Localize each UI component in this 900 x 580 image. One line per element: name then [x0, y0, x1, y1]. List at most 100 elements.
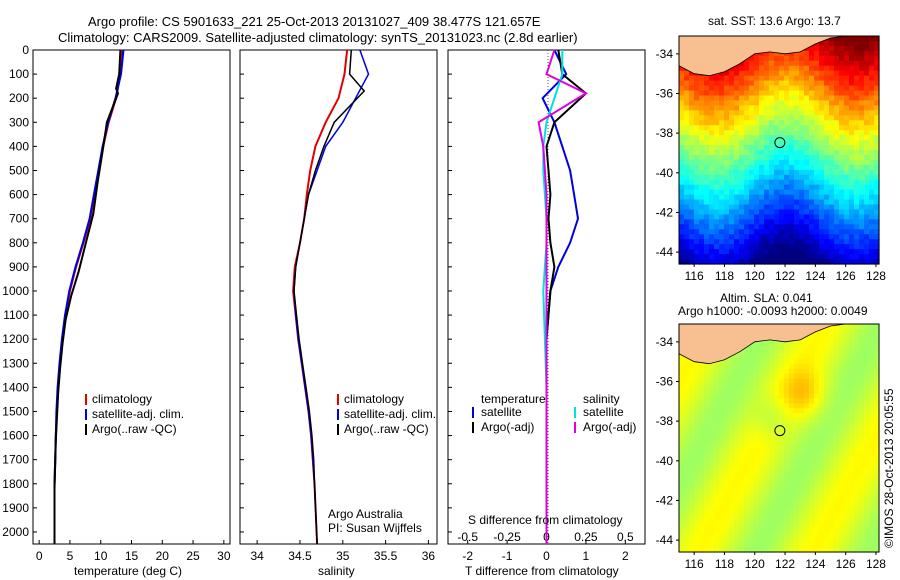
sst-cell [784, 204, 790, 211]
sst-cell [709, 115, 715, 121]
sst-cell [689, 164, 695, 171]
sla-cell [779, 353, 785, 360]
sla-cell [824, 413, 830, 419]
sst-title: sat. SST: 13.6 Argo: 13.7 [708, 14, 841, 28]
sst-cell [729, 145, 735, 151]
sst-cell [789, 135, 795, 141]
sla-cell [764, 497, 770, 504]
sst-cell [814, 135, 820, 141]
sst-cell [814, 55, 820, 62]
sst-cell [714, 244, 720, 250]
sst-cell [719, 90, 725, 97]
sla-cell [859, 358, 865, 365]
sst-cell [769, 75, 775, 82]
diff-top-xtick-label: -0.25 [493, 530, 521, 544]
sla-cell [814, 408, 820, 414]
sst-cell [779, 229, 785, 235]
sst-cell [844, 199, 850, 206]
sla-cell [859, 383, 865, 390]
sla-cell [854, 324, 860, 330]
sst-cell [789, 120, 795, 126]
sst-cell [704, 110, 710, 116]
sla-cell [819, 482, 825, 489]
sla-cell [854, 433, 860, 439]
sla-cell [864, 537, 870, 543]
sst-cell [799, 209, 805, 216]
sst-cell [779, 145, 785, 151]
sst-cell [704, 239, 710, 245]
sst-cell [749, 85, 755, 92]
sla-cell [729, 492, 735, 499]
sla-cell [804, 472, 810, 479]
sla-cell [709, 433, 715, 439]
sst-cell [724, 90, 730, 97]
sla-cell [819, 462, 825, 469]
temp-xtick-label: 5 [67, 549, 74, 563]
sst-cell [784, 254, 790, 260]
sla-cell [719, 482, 725, 489]
sst-cell [759, 214, 765, 220]
sla-cell [844, 343, 850, 350]
sla-cell [814, 383, 820, 390]
sst-cell [869, 154, 875, 161]
sla-cell [734, 522, 740, 528]
sla-cell [729, 447, 735, 454]
sla-cell [824, 378, 830, 385]
sla-cell [689, 507, 695, 513]
sst-cell [844, 184, 850, 191]
sla-cell [689, 472, 695, 479]
sst-cell [689, 105, 695, 111]
sst-cell [829, 209, 835, 216]
sla-cell [804, 383, 810, 390]
sst-cell [859, 259, 865, 265]
sst-cell [864, 229, 870, 235]
sst-cell [689, 244, 695, 250]
sst-cell [794, 179, 800, 186]
sst-cell [814, 244, 820, 250]
sla-cell [784, 408, 790, 414]
sla-cell [849, 502, 855, 508]
sst-cell [739, 209, 745, 216]
sst-cell [834, 36, 840, 42]
sla-cell [864, 457, 870, 464]
sst-cell [859, 135, 865, 141]
sla-cell [764, 467, 770, 474]
sla-cell [849, 442, 855, 449]
sla-cell [744, 462, 750, 469]
sla-cell [869, 353, 875, 360]
sla-cell [864, 462, 870, 469]
sst-cell [689, 214, 695, 220]
sla-cell [684, 418, 690, 424]
sst-cell [689, 204, 695, 211]
sla-cell [704, 438, 710, 444]
sst-cell [804, 150, 810, 156]
sst-cell [869, 234, 875, 240]
sla-cell [699, 532, 705, 538]
sla-cell [724, 423, 730, 429]
sst-cell [869, 36, 875, 42]
sla-cell [719, 522, 725, 528]
diff-legend-s-sat: satellite [583, 405, 624, 419]
sst-cell [729, 239, 735, 245]
sst-cell [714, 150, 720, 156]
sla-cell [784, 423, 790, 429]
sla-cell [684, 527, 690, 533]
sst-cell [679, 219, 685, 225]
sla-cell [709, 487, 715, 494]
sst-cell [679, 229, 685, 235]
sst-cell [774, 194, 780, 201]
sst-cell [819, 199, 825, 206]
sst-cell [874, 229, 880, 235]
sst-cell [749, 95, 755, 102]
sla-cell [874, 512, 880, 518]
sst-cell [709, 239, 715, 245]
sst-cell [789, 234, 795, 240]
sst-cell [819, 159, 825, 166]
sst-cell [804, 80, 810, 87]
sla-cell [794, 363, 800, 370]
sla-cell [734, 418, 740, 424]
sst-cell [829, 164, 835, 171]
sst-cell [709, 179, 715, 186]
sla-cell [874, 333, 880, 340]
sla-cell [844, 438, 850, 444]
